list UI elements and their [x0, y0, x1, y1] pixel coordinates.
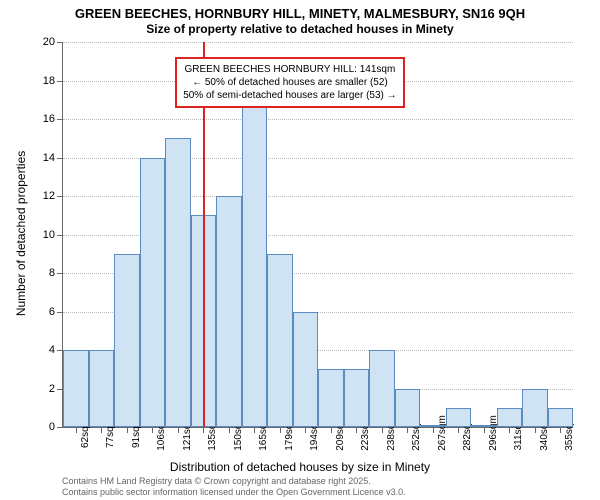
- annotation-line: GREEN BEECHES HORNBURY HILL: 141sqm: [183, 63, 396, 76]
- y-tick-label: 16: [43, 113, 55, 125]
- annotation-box: GREEN BEECHES HORNBURY HILL: 141sqm← 50%…: [175, 57, 404, 108]
- annotation-line: 50% of semi-detached houses are larger (…: [183, 89, 396, 102]
- y-tick-label: 10: [43, 229, 55, 241]
- histogram-bar: [216, 196, 242, 427]
- gridline-h: [63, 119, 573, 120]
- x-tick: [356, 427, 357, 433]
- x-tick: [331, 427, 332, 433]
- y-axis-title: Number of detached properties: [14, 151, 28, 316]
- y-tick-label: 4: [49, 344, 55, 356]
- footer-attribution: Contains HM Land Registry data © Crown c…: [62, 476, 406, 498]
- chart-title-sub: Size of property relative to detached ho…: [0, 22, 600, 36]
- x-tick: [407, 427, 408, 433]
- histogram-bar: [89, 350, 115, 427]
- x-tick: [229, 427, 230, 433]
- y-tick-label: 6: [49, 306, 55, 318]
- histogram-bar: [446, 408, 472, 427]
- x-tick: [484, 427, 485, 433]
- x-tick: [509, 427, 510, 433]
- annotation-line: ← 50% of detached houses are smaller (52…: [183, 76, 396, 89]
- histogram-bar: [114, 254, 140, 427]
- x-axis-title: Distribution of detached houses by size …: [0, 460, 600, 474]
- histogram-bar: [522, 389, 548, 428]
- y-tick-label: 12: [43, 190, 55, 202]
- x-tick: [433, 427, 434, 433]
- x-tick: [127, 427, 128, 433]
- histogram-bar: [165, 138, 191, 427]
- histogram-bar: [395, 389, 421, 428]
- footer-line-1: Contains HM Land Registry data © Crown c…: [62, 476, 406, 487]
- chart-title-main: GREEN BEECHES, HORNBURY HILL, MINETY, MA…: [0, 6, 600, 21]
- y-tick-label: 0: [49, 421, 55, 433]
- y-tick-label: 14: [43, 152, 55, 164]
- y-tick-label: 18: [43, 75, 55, 87]
- histogram-bar: [140, 158, 166, 428]
- property-histogram: GREEN BEECHES, HORNBURY HILL, MINETY, MA…: [0, 0, 600, 500]
- histogram-bar: [471, 425, 497, 427]
- x-tick: [178, 427, 179, 433]
- x-tick: [535, 427, 536, 433]
- x-tick: [254, 427, 255, 433]
- x-tick: [76, 427, 77, 433]
- histogram-bar: [548, 408, 574, 427]
- y-tick-label: 2: [49, 383, 55, 395]
- y-tick-label: 8: [49, 267, 55, 279]
- x-tick: [458, 427, 459, 433]
- histogram-bar: [420, 425, 446, 427]
- histogram-bar: [63, 350, 89, 427]
- histogram-bar: [267, 254, 293, 427]
- plot-area: 0246810121416182062sqm77sqm91sqm106sqm12…: [62, 42, 573, 428]
- x-tick: [101, 427, 102, 433]
- x-tick: [560, 427, 561, 433]
- histogram-bar: [344, 369, 370, 427]
- histogram-bar: [369, 350, 395, 427]
- x-tick: [203, 427, 204, 433]
- y-tick: [57, 427, 63, 428]
- histogram-bar: [318, 369, 344, 427]
- histogram-bar: [293, 312, 319, 428]
- x-tick: [382, 427, 383, 433]
- x-tick: [152, 427, 153, 433]
- footer-line-2: Contains public sector information licen…: [62, 487, 406, 498]
- x-tick: [280, 427, 281, 433]
- y-tick-label: 20: [43, 36, 55, 48]
- gridline-h: [63, 42, 573, 43]
- histogram-bar: [497, 408, 523, 427]
- x-tick: [305, 427, 306, 433]
- histogram-bar: [242, 100, 268, 427]
